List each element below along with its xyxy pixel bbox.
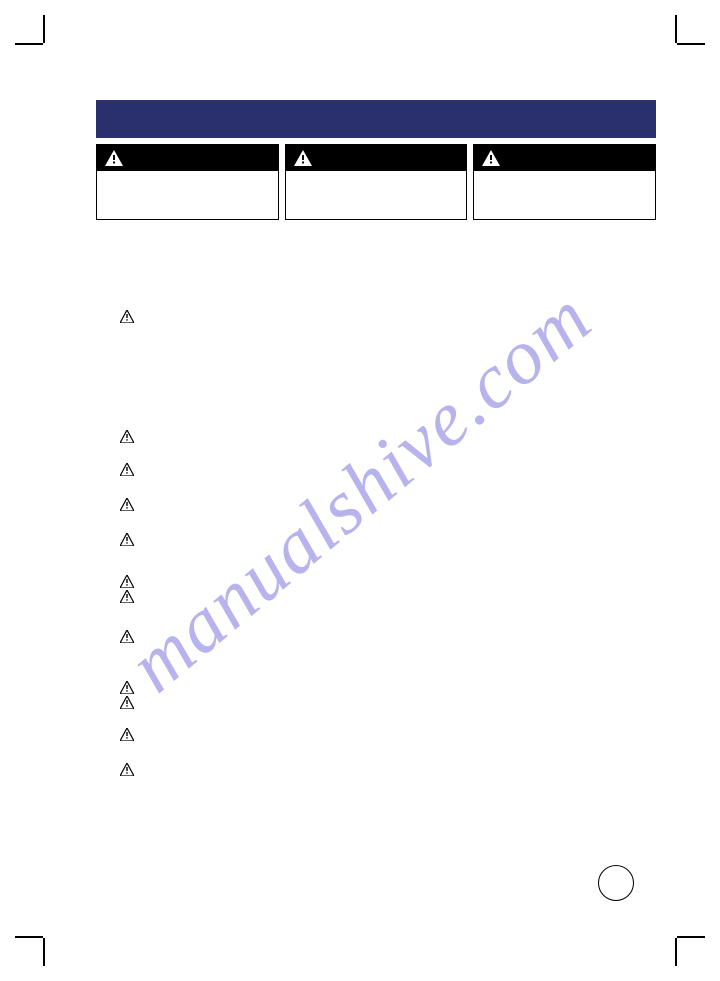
caution-triangle-icon bbox=[120, 463, 134, 476]
caution-item bbox=[120, 498, 144, 511]
warning-row bbox=[96, 144, 656, 220]
crop-mark-bottom-right bbox=[665, 926, 705, 966]
warning-col-3 bbox=[473, 144, 656, 220]
caution-item bbox=[120, 763, 144, 776]
caution-triangle-icon bbox=[120, 590, 134, 603]
caution-item bbox=[120, 463, 144, 476]
warning-col-1 bbox=[96, 144, 279, 220]
header-bar bbox=[96, 100, 656, 138]
caution-item bbox=[120, 630, 144, 643]
warning-triangle-icon bbox=[294, 150, 312, 166]
warning-triangle-icon bbox=[482, 150, 500, 166]
caution-item bbox=[120, 430, 144, 443]
caution-triangle-icon bbox=[120, 498, 134, 511]
page-number-circle bbox=[598, 865, 634, 901]
warning-head-3 bbox=[474, 145, 655, 171]
caution-item bbox=[120, 533, 144, 546]
caution-triangle-icon bbox=[120, 575, 134, 588]
caution-item bbox=[120, 728, 144, 741]
warning-head-1 bbox=[97, 145, 278, 171]
warning-body-3 bbox=[474, 171, 655, 219]
warning-body-2 bbox=[286, 171, 467, 219]
caution-triangle-icon bbox=[120, 728, 134, 741]
caution-triangle-icon bbox=[120, 310, 134, 323]
caution-item bbox=[120, 590, 144, 603]
warning-head-2 bbox=[286, 145, 467, 171]
crop-mark-top-left bbox=[15, 15, 55, 55]
caution-triangle-icon bbox=[120, 681, 134, 694]
caution-item bbox=[120, 681, 144, 694]
caution-item bbox=[120, 575, 144, 588]
crop-mark-top-right bbox=[665, 15, 705, 55]
caution-triangle-icon bbox=[120, 696, 134, 709]
warning-body-1 bbox=[97, 171, 278, 219]
caution-triangle-icon bbox=[120, 763, 134, 776]
caution-triangle-icon bbox=[120, 533, 134, 546]
caution-item bbox=[120, 696, 144, 709]
warning-triangle-icon bbox=[105, 150, 123, 166]
warning-col-2 bbox=[285, 144, 468, 220]
watermark-text: manualshive.com bbox=[111, 272, 608, 710]
caution-triangle-icon bbox=[120, 430, 134, 443]
caution-item bbox=[120, 310, 144, 323]
crop-mark-bottom-left bbox=[15, 926, 55, 966]
caution-triangle-icon bbox=[120, 630, 134, 643]
page-content bbox=[96, 100, 656, 300]
